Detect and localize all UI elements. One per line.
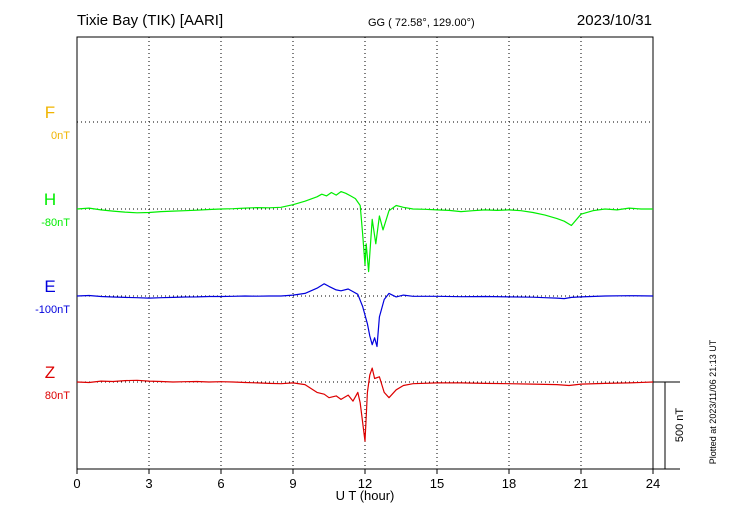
x-tick-label: 12 xyxy=(358,476,372,491)
x-tick-label: 24 xyxy=(646,476,660,491)
channel-labels: F 0nT H -80nT E -100nT Z 80nT xyxy=(35,103,70,402)
channel-name-h: H xyxy=(44,190,56,209)
scale-bar: 500 nT xyxy=(653,381,686,470)
date-label: 2023/10/31 xyxy=(577,12,652,29)
x-axis-title: U T (hour) xyxy=(336,488,395,503)
x-tick-label: 21 xyxy=(574,476,588,491)
x-tick-label: 0 xyxy=(73,476,80,491)
x-tick-label: 9 xyxy=(289,476,296,491)
coordinates-label: GG ( 72.58°, 129.00°) xyxy=(368,17,475,29)
scale-bar-label: 500 nT xyxy=(674,408,686,443)
channel-offset-z: 80nT xyxy=(45,390,70,402)
series-line-h xyxy=(76,191,653,273)
channel-name-f: F xyxy=(45,103,55,122)
x-tick-label: 6 xyxy=(217,476,224,491)
series-line-e xyxy=(76,283,654,348)
grid xyxy=(77,37,653,469)
channel-name-e: E xyxy=(44,277,55,296)
channel-offset-h: -80nT xyxy=(41,217,70,229)
series-line-z xyxy=(76,367,654,442)
channel-offset-f: 0nT xyxy=(51,130,70,142)
x-tick-label: 18 xyxy=(502,476,516,491)
series-lines xyxy=(76,191,654,442)
x-tick-label: 3 xyxy=(145,476,152,491)
channel-name-z: Z xyxy=(45,363,55,382)
x-axis: 0 3 6 9 12 15 18 21 24 xyxy=(73,469,660,491)
x-tick-label: 15 xyxy=(430,476,444,491)
channel-offset-e: -100nT xyxy=(35,304,70,316)
plotted-at-label: Plotted at 2023/11/06 21:13 UT xyxy=(708,339,718,464)
station-title: Tixie Bay (TIK) [AARI] xyxy=(77,12,223,29)
